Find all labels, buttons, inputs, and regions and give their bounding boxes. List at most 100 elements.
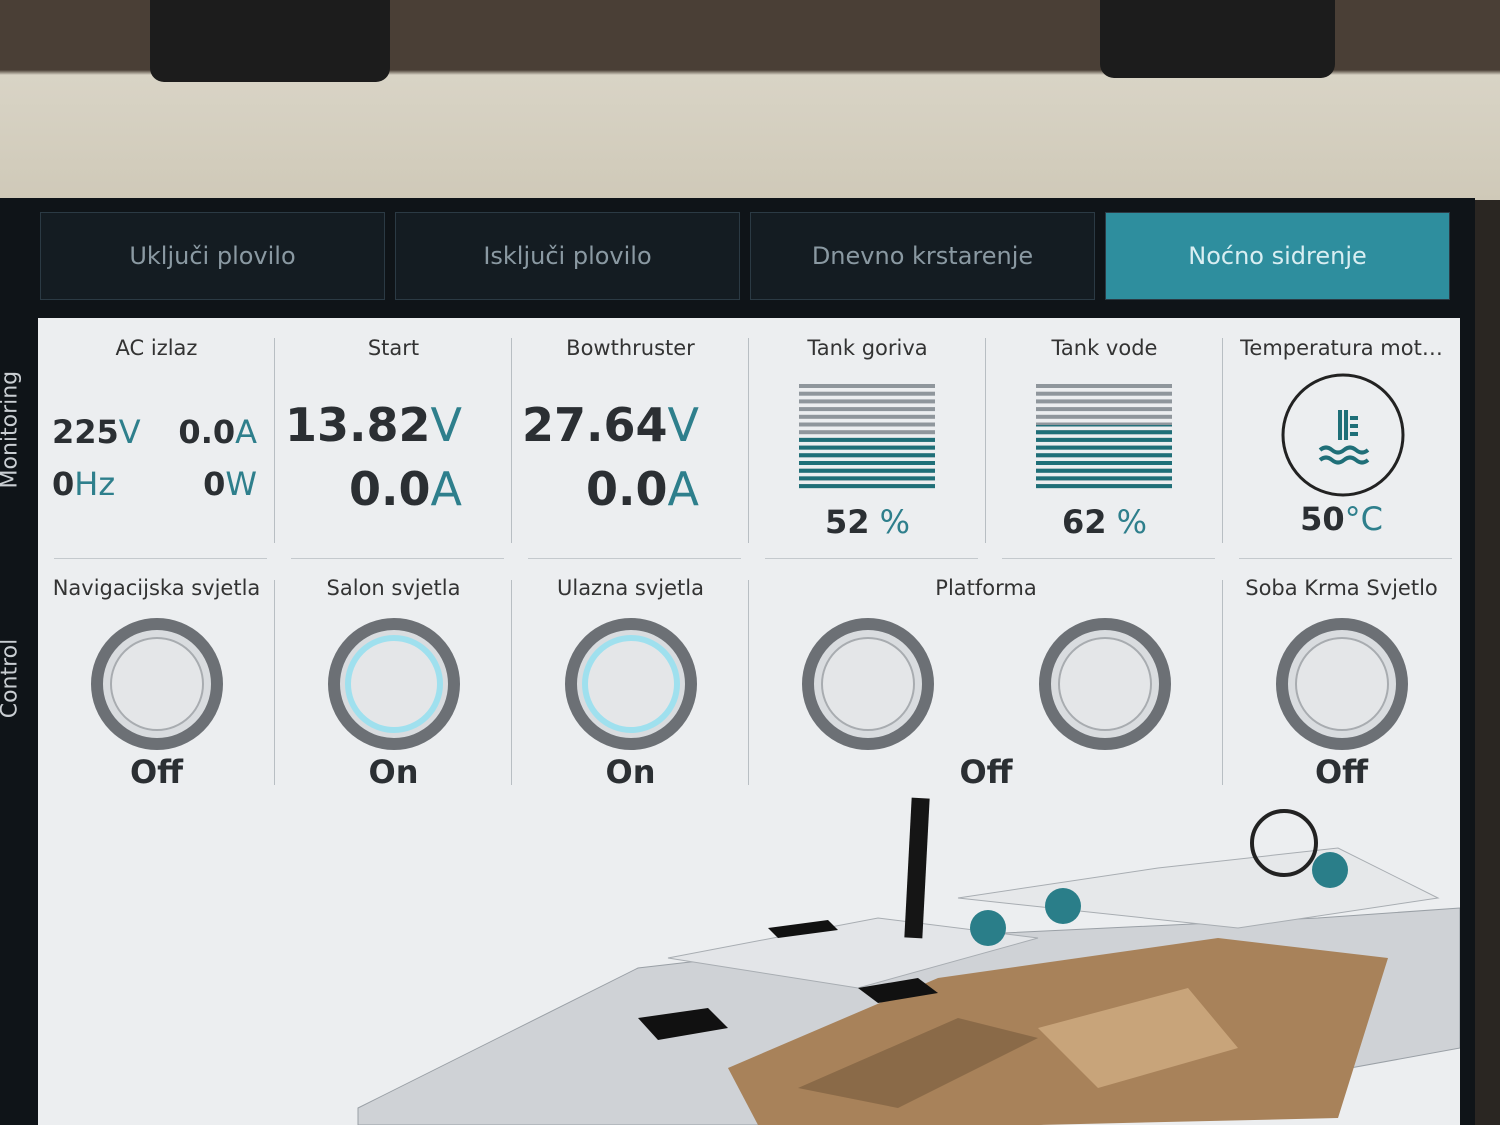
tank-gauge [799,384,935,489]
control-title: Navigacijska svjetla [52,576,261,600]
divider [54,558,267,559]
reading: 0.0A [349,462,462,516]
divider [1222,580,1223,785]
reading-unit: V [118,413,141,451]
mode-tab[interactable]: Isključi plovilo [395,212,740,300]
gauge-stripe [1036,384,1172,388]
reading: 27.64V [522,398,699,452]
control-state: Off [129,753,184,791]
tank-reading: 52 % [749,503,986,541]
button-face [820,637,915,731]
reading-unit: V [430,398,462,452]
reading-value: 0.0 [178,413,236,451]
reading-unit: W [225,465,257,503]
monitor-title: Tank goriva [807,336,928,360]
divider [528,558,741,559]
gauge-stripe [1036,391,1172,396]
toggle-button[interactable] [1035,614,1175,754]
boat-illustration [357,797,1460,1125]
reading-value: 0.0 [586,462,668,516]
mode-tab[interactable]: Uključi plovilo [40,212,385,300]
gauge-stripe [799,430,935,435]
mode-tab[interactable]: Noćno sidrenje [1105,212,1450,300]
mount-clip [150,0,390,82]
button-face [1057,637,1152,731]
reading-value: 0 [52,465,75,503]
divider [985,338,986,543]
icon-glyph [1318,410,1370,465]
toggle-button[interactable] [561,614,701,754]
toggle-button[interactable] [1272,614,1412,754]
tank-unit: % [1116,503,1148,541]
tank-level [1036,425,1172,489]
side-label[interactable]: Monitoring [0,370,23,489]
dashboard-panel: AC izlaz 225V 0.0A 0Hz 0W Start 13.82V 0.0A Bowt… [38,318,1460,1125]
button-face [1294,637,1389,731]
gauge-stripe [799,407,935,412]
divider [1239,558,1452,559]
reading-unit: Hz [74,465,116,503]
divider [291,558,504,559]
monitor-title: Tank vode [1051,336,1158,360]
divider [748,338,749,543]
toggle-button[interactable] [87,614,227,754]
reading-unit: A [235,413,257,451]
reading-value: 13.82 [285,398,431,452]
divider [748,580,749,785]
temperature-unit: °C [1344,500,1383,538]
control-state: On [605,753,656,791]
divider [511,580,512,785]
gauge-stripe [1036,422,1172,427]
side-label[interactable]: Control [0,638,23,719]
reading-value: 0 [203,465,226,503]
control-state: On [368,753,419,791]
toggle-button[interactable] [798,614,938,754]
gauge-stripe [799,384,935,388]
toggle-button[interactable] [324,614,464,754]
monitor-title: Temperatura mot… [1240,336,1443,360]
reading: 225V [52,413,141,451]
reading: 13.82V [285,398,462,452]
tank-percent: 62 [1061,503,1107,541]
gauge-stripe [799,422,935,427]
icon-ring [1281,373,1405,497]
control-title: Soba Krma Svjetlo [1245,576,1438,600]
control-title: Salon svjetla [326,576,461,600]
monitor-title: Start [367,336,420,360]
monitor-title: Bowthruster [566,336,695,360]
reading: 0W [203,465,257,503]
reading-unit: A [667,462,699,516]
gauge-stripe [1036,414,1172,419]
divider [765,558,978,559]
control-title: Platforma [935,576,1037,600]
reading-unit: A [430,462,462,516]
button-face [109,637,204,731]
divider [274,338,275,543]
tank-percent: 52 [824,503,870,541]
gauge-stripe [1036,407,1172,412]
tank-reading: 62 % [986,503,1223,541]
button-face [581,635,680,733]
temperature-icon [1281,373,1405,497]
divider [1222,338,1223,543]
tank-level [799,435,935,489]
monitor-title: AC izlaz [115,336,198,360]
reading-value: 225 [52,413,119,451]
control-state: Off [1314,753,1369,791]
mode-tab[interactable]: Dnevno krstarenje [750,212,1095,300]
button-face [344,635,443,733]
reading-value: 27.64 [522,398,668,452]
temperature-reading: 50°C [1223,500,1460,538]
mount-clip [1100,0,1335,78]
reading-unit: V [667,398,699,452]
gauge-stripe [799,399,935,404]
gauge-stripe [799,414,935,419]
control-title: Ulazna svjetla [556,576,704,600]
gauge-stripe [1036,399,1172,404]
temperature-value: 50 [1300,500,1345,538]
control-state: Off [959,753,1013,791]
reading: 0.0A [586,462,699,516]
divider [274,580,275,785]
tank-gauge [1036,384,1172,489]
gauge-stripe [799,391,935,396]
